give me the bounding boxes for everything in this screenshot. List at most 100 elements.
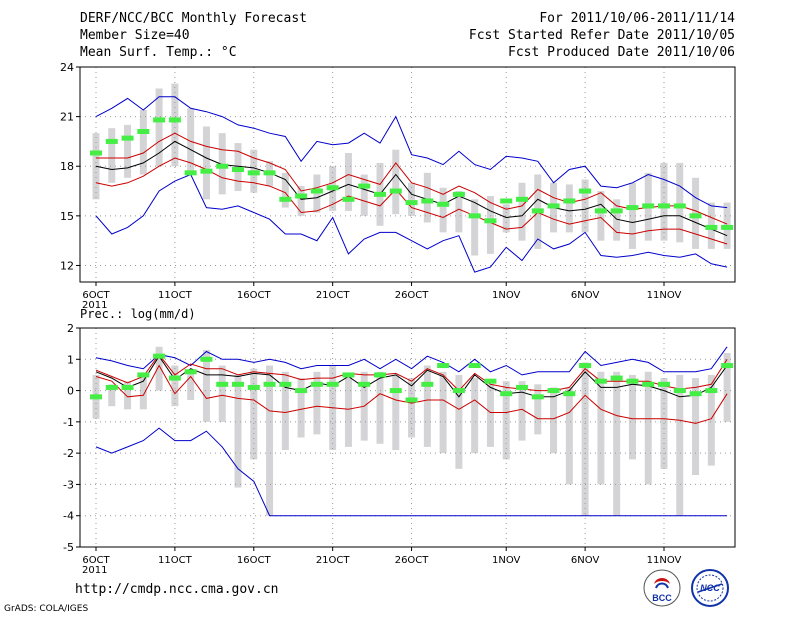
observed-marker [295,388,308,394]
observed-marker [168,375,181,381]
plot-frame [79,327,736,548]
observed-marker [705,224,718,230]
x-tick-label: 21OCT [316,290,351,301]
observed-marker [421,198,434,204]
observed-marker [216,381,229,387]
observed-marker [500,198,513,204]
observed-marker [658,381,670,387]
spread-box [360,174,368,216]
source-url[interactable]: http://cmdp.ncc.cma.gov.cn [75,582,279,597]
spread-box [392,149,400,215]
observed-marker [342,196,355,202]
observed-marker [232,167,244,173]
spread-box [281,371,289,451]
observed-marker [279,381,292,387]
y-tick-label: 21 [60,111,74,124]
observed-marker [516,384,528,390]
observed-marker [358,381,371,387]
observed-marker [374,191,386,197]
observed-marker [468,213,481,219]
observed-marker [484,218,497,224]
spread-box [534,384,542,435]
ncc-logo-text: NCC [700,583,720,593]
spread-box [313,371,321,435]
spread-box [707,374,715,466]
observed-marker [137,372,150,378]
observed-marker [389,388,402,394]
observed-marker [405,397,418,403]
spread-box [613,371,621,516]
observed-marker [137,129,150,134]
x-tick-label: 16OCT [237,555,272,566]
spread-box [171,83,179,167]
spread-box [297,186,305,216]
spread-box [250,368,258,460]
series-ensemble-mean [95,355,728,398]
observed-marker [721,224,734,230]
observed-marker [295,193,308,199]
y-tick-label: 0 [67,385,74,398]
observed-marker [247,170,260,176]
observed-marker [468,363,481,369]
grads-credit: GrADS: COLA/IGES [4,604,89,614]
precip-panel-title: Prec.: log(mm/d) [80,307,196,321]
spread-box [423,365,431,447]
series-mean-sigma [95,353,728,392]
observed-marker [326,381,339,387]
spread-box [139,110,147,175]
spread-box [376,371,384,444]
observed-marker [500,391,513,397]
observed-marker [310,188,323,194]
observed-marker [516,196,528,202]
observed-marker [673,388,686,394]
spread-box [471,199,479,256]
observed-marker [594,208,607,214]
observed-marker [721,363,734,369]
ncc-logo: NCC [691,569,729,607]
x-tick-label: 6OCT [82,290,110,301]
observed-marker [374,372,386,378]
observed-marker [405,200,418,206]
spread-box [202,126,210,200]
observed-marker [452,388,465,394]
fcst-produced-date: Fcst Produced Date 2011/10/06 [508,45,735,60]
observed-marker [658,203,670,209]
x-tick-label: 6NOV [571,290,600,301]
series-ensemble-max [95,346,728,376]
observed-marker [153,117,166,123]
spread-box [502,381,510,460]
series-mean-sigma [95,157,728,245]
observed-marker [310,381,323,387]
year-label: 2011 [82,300,107,311]
series-ensemble-max [95,96,728,209]
observed-marker [689,391,702,397]
spread-box [723,353,731,422]
spread-box [392,374,400,451]
observed-marker [247,384,260,390]
spread-box [565,184,573,233]
observed-marker [531,394,544,400]
observed-marker [184,170,197,176]
series-ensemble-min [95,173,728,273]
x-tick-label: 6NOV [571,555,600,566]
spread-box [297,378,305,438]
observed-marker [90,150,102,156]
y-tick-label: 18 [60,160,74,173]
observed-marker [610,375,623,381]
spread-box [218,365,226,422]
observed-marker [389,188,402,194]
x-tick-label: 21OCT [316,555,351,566]
forecast-period: For 2011/10/06-2011/11/14 [539,11,735,26]
observed-marker [531,208,544,214]
y-tick-label: -1 [63,416,74,429]
spread-box [518,381,526,441]
observed-marker [105,138,118,144]
spread-box [439,187,447,233]
observed-marker [626,378,639,384]
spread-box [344,153,352,211]
observed-marker [342,372,355,378]
x-tick-label: 6OCT [82,555,110,566]
x-tick-label: 11NOV [647,290,682,301]
observed-marker [200,168,213,174]
